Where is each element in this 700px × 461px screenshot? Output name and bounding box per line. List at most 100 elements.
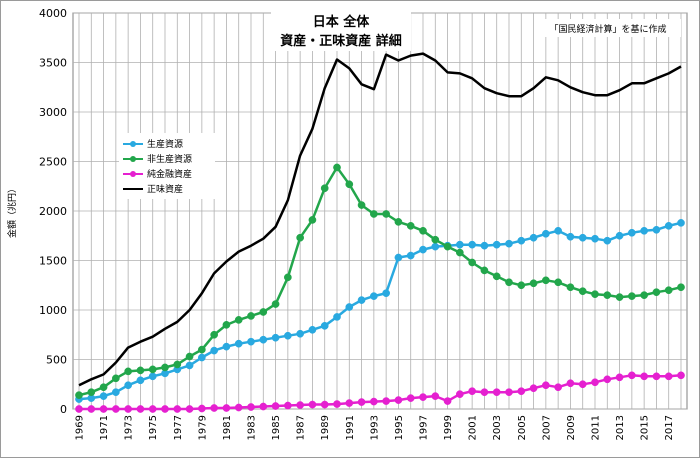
data-point: [296, 401, 304, 409]
x-tick-label: 2017: [664, 415, 675, 440]
x-tick-label: 2009: [566, 415, 577, 440]
x-tick-label: 1995: [394, 415, 405, 440]
data-point: [247, 337, 255, 346]
data-point: [234, 339, 243, 348]
data-point: [419, 226, 427, 235]
source-note-background: [535, 19, 681, 37]
x-tick-label: 1999: [443, 415, 454, 440]
data-point: [320, 400, 329, 409]
data-point: [468, 258, 476, 267]
data-point: [554, 226, 562, 235]
x-tick-label: 1993: [369, 415, 380, 440]
data-point: [591, 234, 599, 243]
data-point: [394, 218, 403, 226]
data-point: [419, 393, 427, 401]
data-point: [75, 405, 83, 413]
data-point: [443, 397, 452, 405]
data-point: [406, 222, 415, 230]
x-tick-label: 2013: [615, 415, 626, 440]
x-tick-label: 1971: [99, 415, 110, 440]
data-point: [271, 333, 280, 342]
legend-swatch-marker: [130, 171, 136, 177]
x-tick-label: 2015: [640, 415, 651, 440]
data-point: [136, 366, 145, 375]
data-point: [492, 240, 501, 249]
y-tick-label: 500: [46, 354, 67, 367]
data-point: [148, 372, 157, 381]
data-point: [652, 288, 661, 297]
data-point: [443, 242, 452, 251]
data-point: [615, 231, 624, 240]
data-point: [492, 272, 501, 281]
data-point: [345, 399, 354, 407]
data-point: [505, 278, 513, 287]
data-point: [566, 379, 575, 388]
data-point: [664, 372, 673, 381]
data-point: [308, 400, 317, 409]
grid-lines: [73, 12, 687, 410]
data-point: [148, 405, 157, 413]
data-point: [99, 383, 108, 392]
data-point: [677, 371, 685, 380]
data-point: [480, 388, 489, 397]
data-point: [640, 372, 648, 381]
data-point: [99, 405, 108, 413]
data-point: [640, 291, 648, 299]
data-point: [357, 296, 366, 304]
data-point: [296, 329, 304, 338]
data-point: [161, 405, 169, 413]
data-point: [554, 278, 562, 287]
series-純金融資産: [75, 371, 685, 413]
data-point: [210, 404, 218, 412]
x-tick-label: 1989: [320, 415, 331, 440]
data-point: [603, 236, 612, 245]
data-point: [173, 405, 182, 413]
data-point: [394, 253, 403, 262]
data-point: [628, 292, 636, 300]
data-point: [136, 376, 145, 385]
data-point: [185, 352, 194, 361]
x-tick-label: 2001: [468, 415, 479, 440]
x-tick-label: 1975: [148, 415, 159, 440]
y-tick-label: 4000: [39, 7, 67, 20]
source-note-text: 「国民経済計算」を基に作成: [549, 23, 666, 35]
data-point: [222, 404, 231, 412]
data-point: [529, 384, 538, 393]
data-point: [578, 380, 587, 389]
data-point: [640, 226, 648, 235]
x-tick-label: 1979: [197, 415, 208, 440]
data-point: [591, 378, 599, 387]
title-line-1: 日本 全体: [313, 14, 371, 30]
data-point: [259, 335, 268, 344]
series-正味資産: [78, 52, 682, 387]
data-point: [320, 184, 329, 193]
x-tick-label: 1991: [345, 415, 356, 440]
y-axis-label: 金額（兆円）: [6, 184, 18, 238]
data-point: [652, 372, 661, 381]
data-point: [320, 321, 329, 330]
data-point: [554, 383, 562, 392]
data-point: [210, 346, 218, 355]
y-tick-label: 1000: [39, 304, 67, 317]
series-group: [75, 52, 685, 413]
data-point: [357, 398, 366, 406]
data-point: [603, 291, 612, 299]
legend-label: 生産資源: [147, 138, 183, 150]
x-tick-label: 1977: [173, 415, 184, 440]
data-point: [628, 228, 636, 237]
data-point: [333, 163, 341, 172]
data-point: [542, 276, 550, 285]
data-point: [284, 273, 292, 282]
y-tick-label: 3000: [39, 106, 67, 119]
source-note: 「国民経済計算」を基に作成: [535, 19, 681, 37]
data-point: [345, 303, 354, 311]
data-point: [148, 365, 157, 374]
legend-label: 非生産資源: [147, 153, 192, 165]
data-point: [87, 405, 96, 413]
data-point: [529, 279, 538, 288]
data-point: [529, 233, 538, 242]
x-tick-label: 1969: [75, 415, 86, 440]
data-point: [185, 405, 194, 413]
data-point: [664, 222, 673, 230]
data-point: [542, 381, 550, 390]
